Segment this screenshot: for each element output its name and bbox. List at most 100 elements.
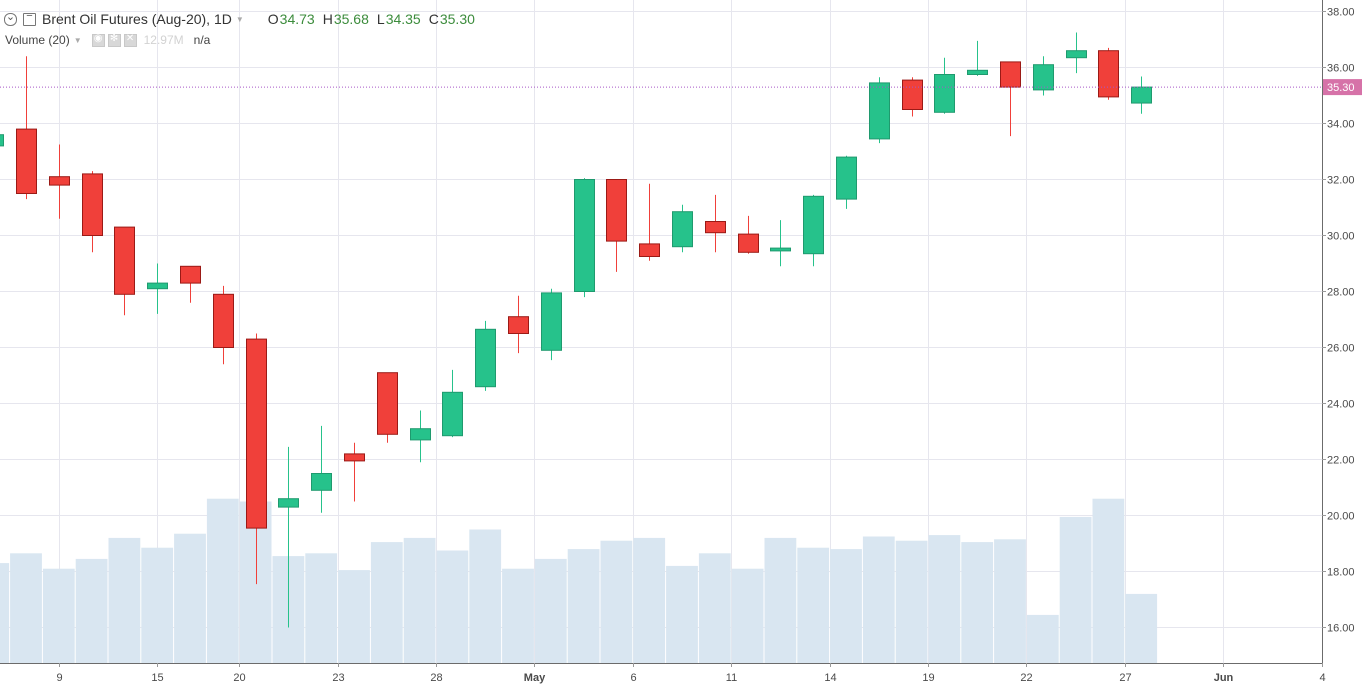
volume-bar (994, 539, 1026, 663)
candle-up (672, 204, 693, 253)
candle-up (0, 134, 4, 147)
candle-body (246, 338, 267, 529)
low-label: L (376, 11, 385, 27)
candle-body (1098, 50, 1119, 98)
volume-bar (862, 536, 895, 663)
candle-up (934, 57, 955, 114)
close-icon[interactable]: ✕ (123, 33, 137, 47)
low-value: 34.35 (385, 11, 421, 27)
price-tick-label: 16.00 (1327, 623, 1355, 635)
volume-bar (75, 558, 108, 663)
candle-body (278, 498, 299, 508)
volume-bar (0, 563, 10, 663)
candle-down (902, 77, 923, 117)
volume-bar (1059, 516, 1092, 663)
volume-bars (0, 498, 1158, 663)
volume-bar (436, 550, 469, 663)
volume-bar (764, 537, 797, 663)
last-price-tag-bg (1323, 79, 1362, 96)
volume-bar (469, 529, 502, 663)
time-tick-label: 14 (824, 672, 836, 684)
candle-body (836, 156, 857, 200)
volume-bar (42, 568, 75, 663)
gear-icon[interactable]: ✻ (107, 33, 121, 47)
candle-down (738, 215, 759, 254)
candle-up (574, 178, 595, 298)
time-tick-label: Jun (1214, 672, 1234, 684)
volume-bar (206, 498, 239, 663)
candle-body (311, 473, 332, 491)
candle-body (967, 69, 988, 76)
candle-body (869, 82, 890, 140)
candle-body (344, 453, 365, 462)
time-tick-label: 11 (726, 672, 737, 684)
price-tick-label: 24.00 (1327, 399, 1355, 411)
volume-bar (731, 568, 764, 663)
candle-up (1066, 32, 1087, 74)
candle-up (803, 194, 824, 267)
price-tick-label: 36.00 (1327, 63, 1355, 75)
candle-body (803, 195, 824, 255)
collapse-icon[interactable]: ⌄ (4, 11, 17, 26)
price-axis[interactable]: 16.00 18.00 20.00 22.00 24.00 26.00 28.00 30.00… (1322, 7, 1355, 635)
price-tick-label: 32.00 (1327, 175, 1355, 187)
candle-body (82, 173, 103, 236)
chevron-down-icon[interactable]: ▼ (235, 14, 244, 24)
candle-body (1033, 64, 1054, 91)
candle-down (377, 372, 398, 443)
candle-body (213, 293, 234, 348)
candle-down (606, 179, 627, 272)
volume-bar (797, 547, 830, 663)
candle-body (672, 211, 693, 248)
volume-bar (338, 570, 370, 663)
volume-bar (403, 537, 436, 663)
high-value: 35.68 (333, 11, 369, 27)
volume-bar (961, 542, 994, 663)
volume-bar (600, 540, 633, 663)
volume-bar (502, 568, 534, 663)
candle-up (541, 288, 562, 361)
open-value: 34.73 (279, 11, 315, 27)
candle-body (1131, 86, 1152, 104)
candle-down (16, 56, 37, 200)
hide-series-icon[interactable]: − (23, 10, 36, 26)
volume-ma-value: n/a (193, 33, 211, 47)
volume-bar (830, 549, 862, 663)
volume-bar (141, 547, 174, 663)
last-price-tag: 35.30 (1323, 79, 1362, 96)
candle-body (377, 372, 398, 435)
main-legend: ⌄ − Brent Oil Futures (Aug-20), 1D ▼ O 34… (4, 9, 475, 29)
candle-up (147, 263, 168, 314)
time-tick-label: 20 (233, 672, 245, 684)
symbol-title[interactable]: Brent Oil Futures (Aug-20), 1D (42, 11, 232, 27)
time-axis[interactable]: 9 15 20 23 28 May 6 11 14 19 22 27 Jun 4 (56, 663, 1326, 684)
time-tick-label: 6 (630, 672, 636, 684)
candle-down (705, 194, 726, 253)
open-label: O (267, 11, 279, 27)
candle-down (639, 183, 660, 261)
time-tick-label: 27 (1119, 672, 1131, 684)
volume-bar (895, 540, 928, 663)
volume-bar (10, 553, 42, 663)
eye-icon[interactable]: ◉ (91, 33, 105, 47)
time-tick-label: 19 (922, 672, 934, 684)
candle-up (442, 369, 463, 438)
candle-up (475, 320, 496, 391)
candle-down (344, 442, 365, 502)
candle-up (311, 425, 332, 513)
candle-up (410, 410, 431, 463)
candle-body (606, 179, 627, 242)
candle-body (574, 179, 595, 292)
candle-down (82, 171, 103, 253)
candle-up (278, 446, 299, 628)
price-tick-label: 20.00 (1327, 511, 1355, 523)
volume-title[interactable]: Volume (20) (5, 33, 70, 47)
candle-down (180, 265, 201, 303)
volume-bar (370, 542, 403, 663)
time-tick-label: 28 (430, 672, 442, 684)
chevron-down-icon[interactable]: ▼ (73, 35, 82, 45)
price-tick-label: 34.00 (1327, 119, 1355, 131)
candle-down (1000, 61, 1021, 137)
candle-up (1131, 76, 1152, 114)
